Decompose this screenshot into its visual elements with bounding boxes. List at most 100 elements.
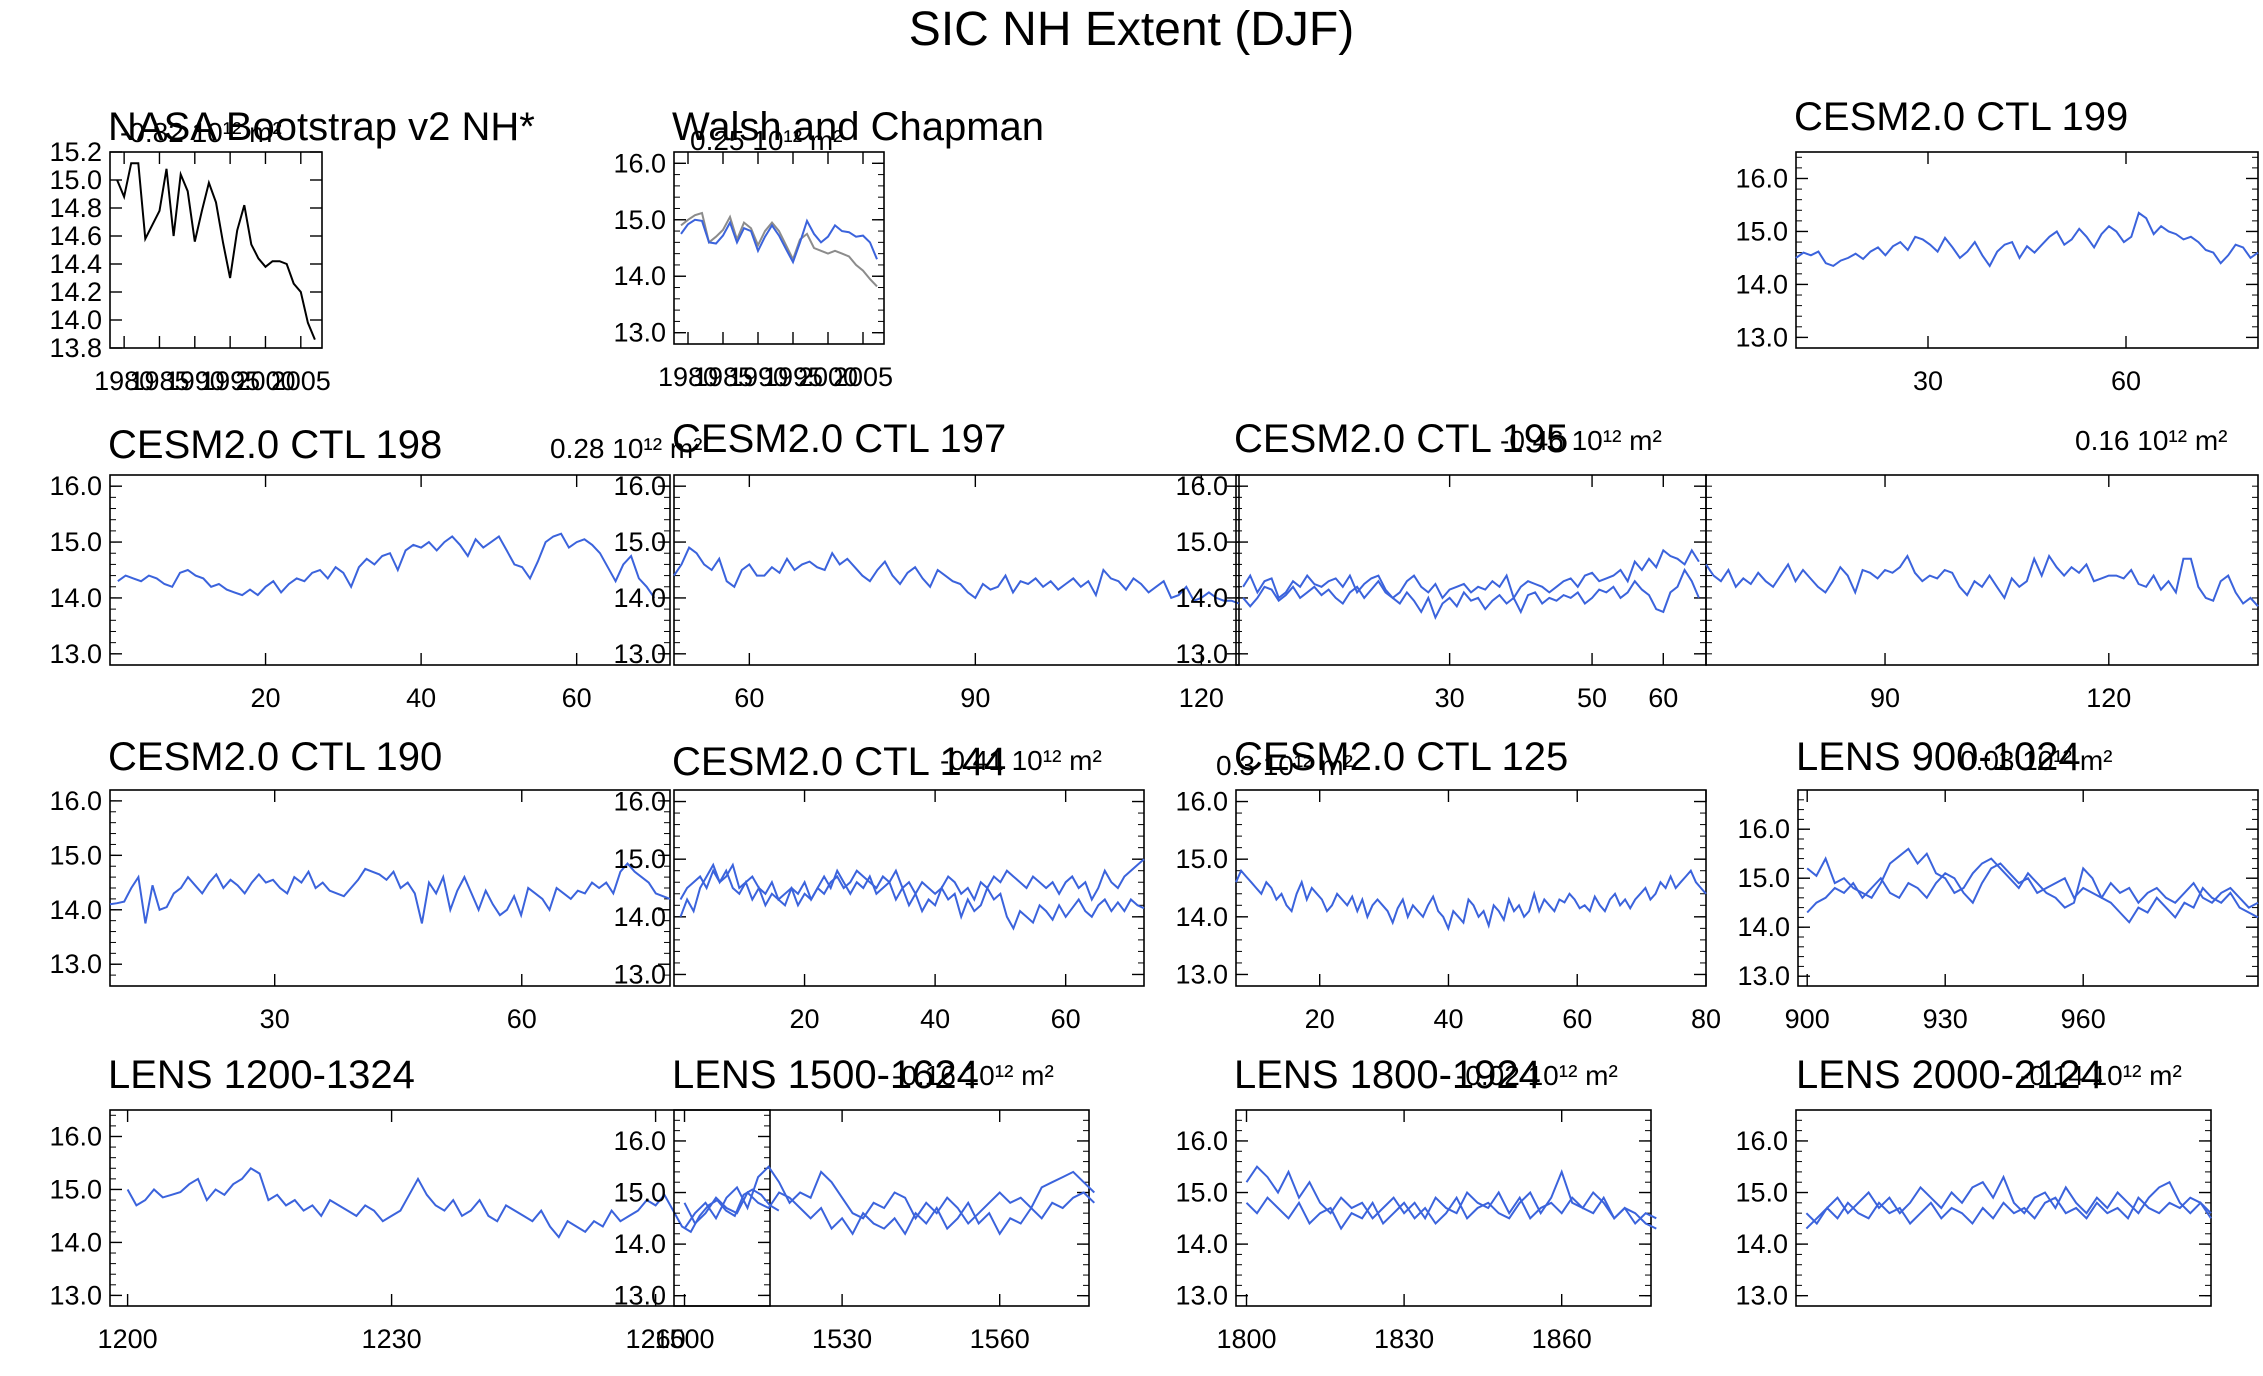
y-tick-label: 13.0 — [49, 1280, 102, 1310]
y-tick-label: 14.0 — [1175, 583, 1228, 613]
x-tick-label: 2005 — [271, 366, 331, 396]
y-tick-label: 16.0 — [49, 786, 102, 816]
y-tick-label: 13.0 — [613, 1281, 666, 1311]
series-line-1 — [126, 1166, 780, 1239]
x-tick-label: 60 — [562, 683, 592, 713]
y-tick-label: 13.0 — [613, 639, 666, 669]
y-tick-label: 15.0 — [613, 1178, 666, 1208]
x-tick-label: 1830 — [1374, 1324, 1434, 1354]
x-tick-label: 1200 — [98, 1324, 158, 1354]
x-tick-label: 90 — [1870, 683, 1900, 713]
x-tick-label: 80 — [1691, 1004, 1721, 1034]
y-tick-label: 13.0 — [1175, 1281, 1228, 1311]
series-line-1 — [680, 211, 878, 288]
x-tick-label: 60 — [1562, 1004, 1592, 1034]
x-tick-label: 1980 — [658, 362, 718, 392]
y-tick-label: 13.0 — [49, 949, 102, 979]
series-line-1 — [1242, 548, 1700, 601]
y-tick-label: 14.0 — [613, 902, 666, 932]
y-tick-label: 14.4 — [49, 249, 102, 279]
y-tick-label: 16.0 — [613, 1126, 666, 1156]
y-tick-label: 13.0 — [1175, 639, 1228, 669]
y-tick-label: 15.0 — [1735, 1178, 1788, 1208]
trend-label: 0.16 10¹² m² — [2075, 425, 2228, 456]
x-tick-label: 1995 — [763, 362, 823, 392]
series-line-1 — [1245, 1165, 1657, 1230]
y-tick-label: 14.0 — [613, 583, 666, 613]
series-line-2 — [1805, 1196, 2212, 1226]
x-tick-label: 900 — [1785, 1004, 1830, 1034]
y-tick-label: 16.0 — [1175, 787, 1228, 817]
y-tick-label: 13.0 — [613, 959, 666, 989]
x-tick-label: 90 — [960, 683, 990, 713]
panel-7: 90 120 0.16 10¹² m² — [1705, 425, 2259, 713]
trend-label: -0.02 10¹² m² — [1456, 1060, 1618, 1091]
x-tick-label: 50 — [1577, 683, 1607, 713]
panel-8: 13.0 14.0 15.0 16.0 30 60 CESM2.0 CTL 190 — [49, 735, 671, 1034]
trend-label: 0.03 10¹² m² — [1960, 745, 2113, 776]
y-tick-label: 15.0 — [49, 527, 102, 557]
plot-frame — [1795, 1109, 2212, 1307]
y-tick-label: 14.0 — [1735, 1229, 1788, 1259]
panel-1: 13.814.014.214.414.614.815.015.2 19801985… — [49, 105, 534, 396]
y-tick-label: 16.0 — [1175, 471, 1228, 501]
x-tick-label: 2000 — [235, 366, 295, 396]
y-tick-label: 15.0 — [49, 1174, 102, 1204]
panel-4: 13.0 14.0 15.0 16.0 20 40 60 CESM2.0 CTL 198 0.2… — [49, 423, 702, 713]
panel-title: LENS 1200-1324 — [108, 1053, 415, 1097]
panel-3: 13.0 14.0 15.0 16.0 30 60 CESM2.0 CTL 199 — [1735, 95, 2259, 396]
panel-title: CESM2.0 CTL 190 — [108, 735, 442, 779]
plot-frame — [673, 151, 885, 345]
series-line-1 — [117, 532, 656, 599]
plot-frame — [1235, 474, 1707, 666]
x-tick-label: 1980 — [94, 366, 154, 396]
plot-frame — [1235, 789, 1707, 987]
panel-title: CESM2.0 CTL 198 — [108, 423, 442, 467]
y-tick-label: 15.0 — [49, 840, 102, 870]
y-tick-label: 14.0 — [1735, 269, 1788, 299]
panel-14: 13.0 14.0 15.0 16.0 1800 1830 1860 LENS 1800-19… — [1175, 1053, 1657, 1354]
plot-frame — [109, 151, 323, 349]
y-tick-label: 13.0 — [613, 318, 666, 348]
y-tick-label: 16.0 — [1737, 814, 1790, 844]
series-line-2 — [683, 1190, 1095, 1236]
x-tick-label: 30 — [1913, 366, 1943, 396]
trend-label: 0.3 10¹² m² — [1216, 750, 1353, 781]
y-tick-label: 15.0 — [1175, 1178, 1228, 1208]
x-tick-label: 1990 — [728, 362, 788, 392]
y-tick-label: 15.0 — [613, 844, 666, 874]
x-tick-label: 60 — [1648, 683, 1678, 713]
trend-label: -0.82 10¹² m² — [120, 117, 282, 148]
series-line-1 — [1235, 868, 1707, 932]
y-tick-label: 14.0 — [1175, 902, 1228, 932]
x-tick-label: 30 — [1435, 683, 1465, 713]
panel-11: 13.0 14.0 15.0 16.0 900 930 960 LENS 900-10240.… — [1737, 735, 2259, 1034]
y-tick-label: 15.2 — [49, 137, 102, 167]
panel-9: 13.0 14.0 15.0 16.0 20 40 60 CESM2.0 CTL 144-0.… — [613, 740, 1145, 1034]
y-tick-label: 16.0 — [1735, 163, 1788, 193]
x-tick-label: 1260 — [626, 1324, 686, 1354]
panel-15: 13.0 14.0 15.0 16.0 LENS 2000-2124-0.14 10¹²… — [1735, 1053, 2212, 1311]
x-tick-label: 1560 — [970, 1324, 1030, 1354]
panel-5: 13.0 14.0 15.0 16.0 60 90 120 CESM2.0 CTL 197 — [613, 417, 1240, 713]
panel-title: CESM2.0 CTL 197 — [672, 417, 1006, 461]
panel-title: LENS 2000-2124 — [1796, 1053, 2103, 1097]
x-tick-label: 1985 — [693, 362, 753, 392]
figure-title: SIC NH Extent (DJF) — [908, 3, 1355, 56]
y-tick-label: 13.0 — [1737, 961, 1790, 991]
x-tick-label: 60 — [2111, 366, 2141, 396]
x-tick-label: 1985 — [129, 366, 189, 396]
x-tick-label: 1230 — [362, 1324, 422, 1354]
plot-frame — [109, 789, 671, 987]
panel-title: CESM2.0 CTL 195 — [1234, 417, 1568, 461]
panel-title: LENS 900-1024 — [1796, 735, 2081, 779]
series-line-1 — [1805, 1174, 2212, 1230]
series-line-1 — [683, 1165, 1095, 1230]
y-tick-label: 16.0 — [1175, 1126, 1228, 1156]
x-tick-label: 960 — [2061, 1004, 2106, 1034]
x-tick-label: 1800 — [1216, 1324, 1276, 1354]
x-tick-label: 120 — [2086, 683, 2131, 713]
y-tick-label: 14.2 — [49, 277, 102, 307]
